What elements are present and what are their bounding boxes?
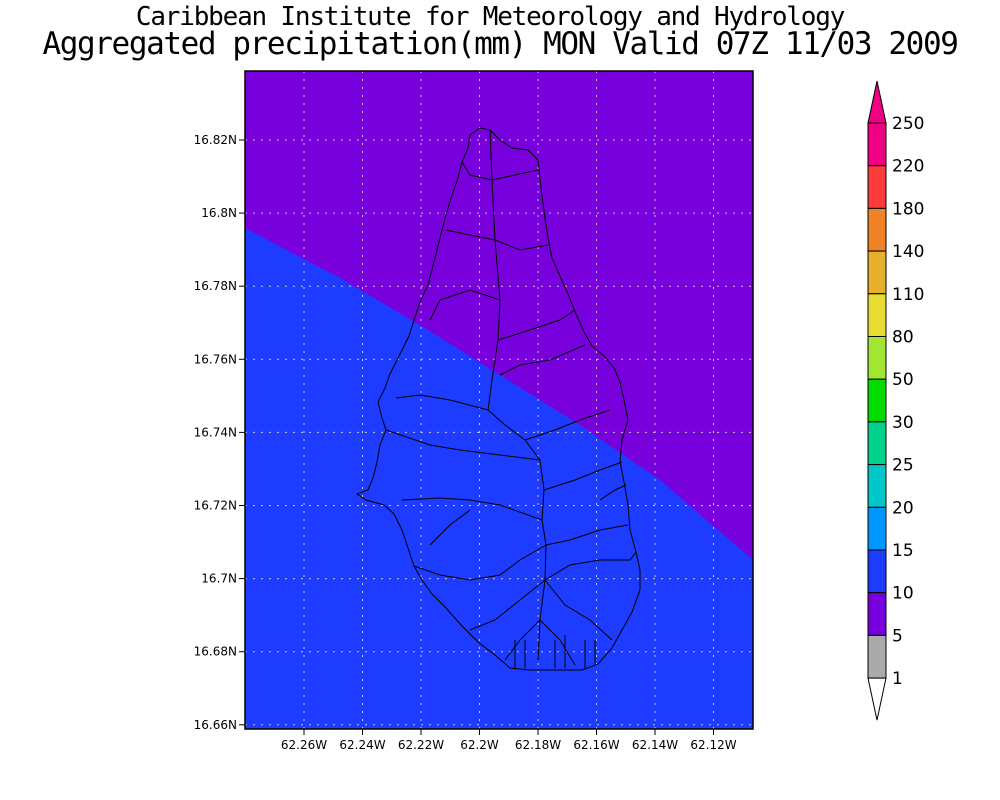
x-tick-label: 62.16W [573,738,619,752]
colorbar-label: 1 [892,669,903,689]
colorbar-label: 50 [892,370,914,390]
y-tick-label: 16.78N [194,279,237,293]
colorbar-label: 180 [892,199,924,219]
x-tick-label: 62.12W [690,738,736,752]
watershed-line [487,129,547,661]
colorbar-label: 10 [892,584,914,604]
watershed-line [469,579,546,631]
y-tick-label: 16.8N [201,206,237,220]
x-axis: 62.26W 62.24W 62.22W 62.2W 62.18W 62.16W 62.14… [281,729,737,752]
watershed-line [514,635,596,668]
watershed-line [504,619,541,661]
colorbar-label: 140 [892,242,924,262]
y-tick-label: 16.82N [194,133,237,147]
watershed-line [494,239,549,251]
watershed-line [545,524,629,546]
colorbar-label: 5 [892,626,903,646]
colorbar-swatch [867,293,887,337]
colorbar-swatch [867,378,887,423]
watershed-line [385,429,541,461]
y-tick-label: 16.68N [194,645,237,659]
y-tick-label: 16.76N [194,352,237,366]
colorbar-label: 25 [892,456,914,476]
watershed-line [461,161,493,181]
colorbar-swatch [867,165,887,209]
precip-field-15-20mm [245,228,753,729]
colorbar-label: 110 [892,285,924,305]
watershed-line [599,484,627,501]
colorbar-label: 30 [892,413,914,433]
watershed-line [497,309,576,341]
colorbar-swatch [867,336,887,380]
y-tick-label: 16.7N [201,572,237,586]
watershed-line [413,544,547,581]
colorbar-swatch [867,634,887,679]
watershed-line [544,551,637,581]
colorbar-swatch [867,464,887,508]
y-axis: 16.82N 16.8N 16.78N 16.76N 16.74N 16.72N 16.7N… [194,133,245,732]
colorbar-label: 220 [892,157,924,177]
watershed-line [499,344,586,376]
x-tick-label: 62.24W [339,738,385,752]
watershed-line [491,169,539,181]
colorbar-swatch [867,250,887,295]
colorbar-over-arrow [867,80,887,124]
colorbar-swatch [867,549,887,594]
colorbar-swatch [867,506,887,551]
x-tick-label: 62.18W [515,738,561,752]
colorbar-label: 20 [892,498,914,518]
x-tick-label: 62.22W [398,738,444,752]
colorbar-label: 80 [892,328,914,348]
x-tick-label: 62.14W [632,738,678,752]
colorbar-swatch [867,421,887,466]
title-line-1: Caribbean Institute for Meteorology and … [135,2,845,32]
y-tick-label: 16.74N [194,425,237,439]
watershed-line [543,461,623,491]
colorbar-swatch [867,592,887,636]
colorbar-swatch [867,207,887,252]
y-tick-label: 16.72N [194,499,237,513]
colorbar-swatch [867,122,887,167]
grid-lines [245,71,753,729]
watershed-line [429,289,501,321]
x-tick-label: 62.26W [281,738,327,752]
x-tick-label: 62.2W [460,738,499,752]
title-line-2: Aggregated precipitation(mm) MON Valid 0… [42,26,959,62]
watershed-line [544,579,613,641]
colorbar-label: 15 [892,541,914,561]
island-outline [355,127,641,671]
coastline [355,127,641,671]
watershed-line [401,497,543,521]
watershed-line [429,509,471,546]
watershed-line [395,394,489,411]
watershed-line [539,619,576,666]
colorbar-under-arrow [867,677,887,721]
colorbar-label: 250 [892,114,924,134]
plot-frame [244,70,754,730]
watershed-line [524,409,611,441]
watershed-line [445,229,496,241]
y-tick-label: 16.66N [194,718,237,732]
